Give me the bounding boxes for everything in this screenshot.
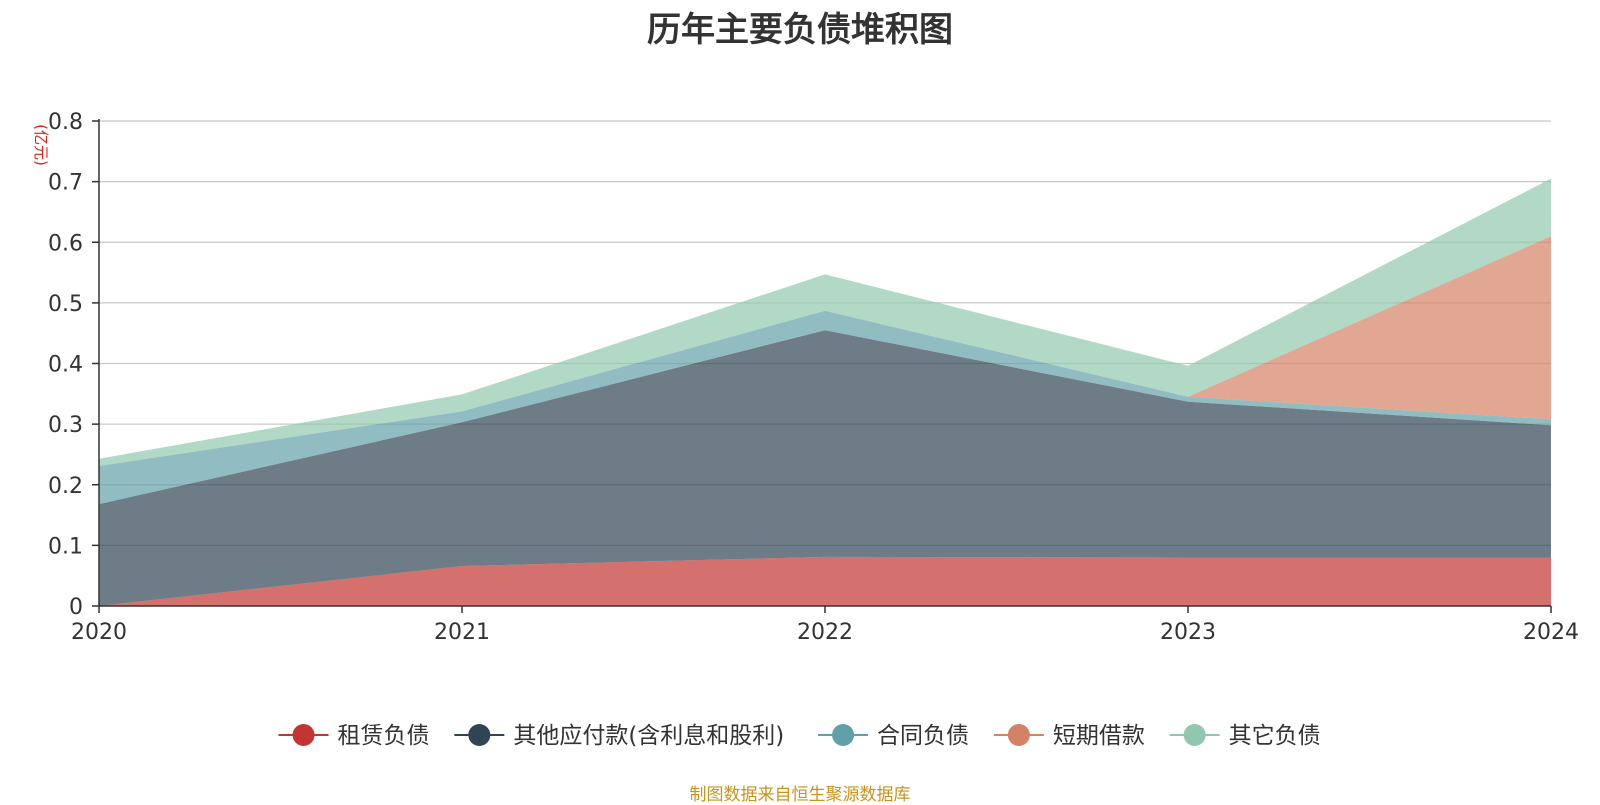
legend-marker-dot [1007, 724, 1030, 746]
y-tick-label: 0.1 [48, 534, 83, 559]
x-tick-label: 2024 [1523, 620, 1579, 645]
area-series-layer [99, 178, 1551, 606]
legend-item-3[interactable]: 短期借款 [993, 723, 1145, 749]
legend-item-2[interactable]: 合同负债 [818, 723, 969, 749]
legend-item-4[interactable]: 其它负债 [1169, 723, 1321, 749]
y-tick-label: 0.8 [48, 110, 83, 135]
area-series-0 [99, 556, 1551, 606]
legend-marker-dot [1183, 724, 1206, 746]
legend-marker-dot [832, 724, 855, 746]
legend-marker-dot [468, 724, 491, 746]
y-tick-label: 0.4 [48, 353, 83, 378]
y-tick-label: 0.3 [48, 413, 83, 438]
legend-label: 其它负债 [1229, 723, 1321, 749]
legend-label: 合同负债 [877, 723, 969, 749]
legend-label: 短期借款 [1053, 723, 1145, 749]
source-note: 制图数据来自恒生聚源数据库 [689, 785, 911, 805]
x-tick-label: 2022 [797, 620, 853, 645]
legend[interactable]: 租赁负债 其他应付款(含利息和股利) 合同负债 短期借款 其它负债 [278, 723, 1321, 749]
y-tick-label: 0 [69, 595, 83, 620]
legend-label: 其他应付款(含利息和股利) [513, 723, 784, 749]
y-tick-label: 0.6 [48, 231, 83, 256]
area-series-4 [99, 178, 1551, 466]
legend-item-0[interactable]: 租赁负债 [278, 723, 430, 749]
y-tick-label: 0.5 [48, 292, 83, 317]
chart-title: 历年主要负债堆积图 [647, 10, 953, 50]
y-tick-label: 0.2 [48, 474, 83, 499]
x-tick-label: 2020 [71, 620, 127, 645]
y-unit-label: (亿元) [32, 124, 50, 166]
x-tick-label: 2023 [1160, 620, 1216, 645]
x-tick-label: 2021 [434, 620, 490, 645]
legend-marker-dot [292, 724, 315, 746]
legend-item-1[interactable]: 其他应付款(含利息和股利) [454, 723, 784, 749]
legend-label: 租赁负债 [338, 723, 430, 749]
axes: 0 0.1 0.2 0.3 0.4 0.5 0.6 0.7 0.8 2020 2021 2022 202… [32, 110, 1579, 645]
area-series-1 [99, 330, 1551, 606]
y-tick-label: 0.7 [48, 171, 83, 196]
